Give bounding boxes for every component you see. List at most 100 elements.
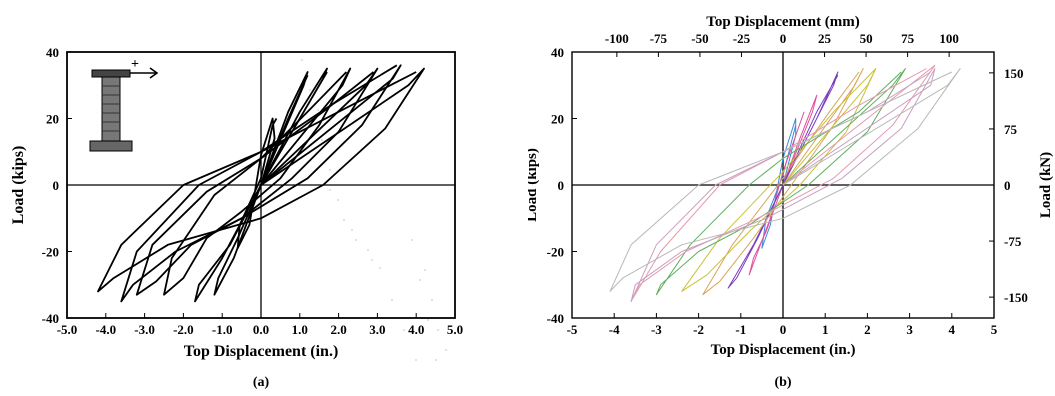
chart-b: -5 -4 -3 -2 -1 0 1 2 3 4 5 -40 -20 0 20 40 -100 -75 -50 -25… [528, 14, 1054, 390]
figure-caption: (b) [774, 375, 791, 390]
hysteresis-loop-2 [213, 71, 309, 296]
x2-tick-label: 100 [939, 31, 959, 46]
figure-caption: (a) [253, 375, 270, 390]
y-tick-label: 20 [551, 112, 564, 127]
x-tick-label: -3.0 [134, 322, 155, 337]
x2-tick-label: -75 [650, 31, 668, 46]
x2-tick-label: -100 [605, 31, 629, 46]
y2-tick-label: 75 [1004, 122, 1018, 137]
x-tick-label: 2 [864, 322, 871, 337]
x-tick-label: 0 [780, 322, 787, 337]
x-tick-label: -4 [609, 322, 620, 337]
speckle-dot [305, 73, 307, 75]
x-tick-label: -2 [693, 322, 704, 337]
y-tick-label: -20 [42, 245, 59, 260]
x-axis-label: Top Displacement (in.) [711, 342, 856, 358]
x2-tick-label: -50 [691, 31, 708, 46]
hysteresis-loop-5 [681, 68, 877, 292]
speckle-dot [427, 319, 429, 321]
x2-tick-label: 75 [901, 31, 915, 46]
column-specimen-icon: + [89, 57, 159, 152]
scan-speckle [301, 59, 447, 361]
speckle-dot [329, 189, 331, 191]
speckle-dot [301, 59, 303, 61]
specimen-top-block [91, 69, 131, 78]
speckle-dot [317, 109, 319, 111]
speckle-dot [309, 89, 311, 91]
x2-tick-label: 25 [818, 31, 832, 46]
y-tick-label: 40 [46, 45, 59, 60]
x-tick-label: 1 [822, 322, 829, 337]
x-axis-label: Top Displacement (in.) [184, 343, 339, 360]
x-tick-label: -5.0 [57, 322, 78, 337]
x-tick-label: 4.0 [408, 322, 424, 337]
x-tick-label: 0.0 [253, 322, 269, 337]
y2-axis-label: Load (kN) [1038, 152, 1054, 218]
x-tick-label: 3 [906, 322, 913, 337]
x-tick-label: -1.0 [212, 322, 233, 337]
y-tick-label: 0 [53, 178, 60, 193]
hysteresis-loop-3 [194, 67, 328, 303]
y-tick-label: 20 [46, 112, 59, 127]
x-tick-label: 3.0 [369, 322, 385, 337]
speckle-dot [391, 299, 393, 301]
speckle-dot [355, 239, 357, 241]
x-tick-label: 1.0 [292, 322, 308, 337]
speckle-dot [371, 259, 373, 261]
speckle-dot [351, 229, 353, 231]
y2-tick-label: 150 [1004, 66, 1024, 81]
x-tick-label: 4 [949, 322, 956, 337]
speckle-dot [431, 299, 433, 301]
y2-tick-label: 0 [1004, 178, 1011, 193]
y-axis-label: Load (kips) [528, 148, 540, 222]
speckle-dot [343, 219, 345, 221]
hysteresis-loop-3 [727, 71, 839, 289]
speckle-dot [321, 139, 323, 141]
speckle-dot [337, 199, 339, 201]
hysteresis-loop-5 [135, 67, 379, 296]
hysteresis-loop-8 [630, 68, 936, 302]
y2-tick-label: -75 [1004, 234, 1022, 249]
speckle-dot [445, 349, 447, 351]
x-tick-label: 5 [991, 322, 998, 337]
x-tick-label: -2.0 [173, 322, 194, 337]
hysteresis-loop-4 [163, 67, 352, 296]
hysteresis-loop-4 [702, 68, 864, 296]
y-tick-label: -20 [547, 245, 564, 260]
hysteresis-loop-1 [236, 117, 278, 250]
chart-a: -5.0 -4.0 -3.0 -2.0 -1.0 0.0 1.0 2.0 3.0 4.0 5.0 -4… [10, 45, 463, 390]
hysteresis-loop-6 [655, 68, 906, 296]
speckle-dot [411, 239, 413, 241]
x-tick-label: -3 [651, 322, 662, 337]
x2-axis-label: Top Displacement (mm) [706, 14, 860, 30]
hysteresis-loop-6 [120, 64, 402, 303]
speckle-dot [424, 269, 426, 271]
y-tick-label: 0 [558, 178, 565, 193]
x-tick-label: -5 [567, 322, 578, 337]
y-tick-label: 40 [551, 45, 564, 60]
speckle-dot [437, 329, 439, 331]
x2-tick-label: 50 [860, 31, 873, 46]
x-tick-label: -4.0 [96, 322, 117, 337]
specimen-footing [89, 140, 133, 152]
y-tick-label: -40 [547, 311, 564, 326]
x-tick-label: -1 [735, 322, 746, 337]
speckle-dot [367, 249, 369, 251]
speckle-dot [435, 359, 437, 361]
hysteresis-loop-1 [761, 118, 797, 249]
x-tick-label: 5.0 [447, 322, 463, 337]
x2-tick-label: 0 [780, 31, 787, 46]
speckle-dot [419, 279, 421, 281]
x-tick-label: 2.0 [330, 322, 346, 337]
hysteresis-loop-9 [609, 68, 961, 292]
y2-tick-label: -150 [1004, 290, 1028, 305]
speckle-dot [403, 329, 405, 331]
speckle-dot [329, 169, 331, 171]
y-tick-label: -40 [42, 311, 59, 326]
speckle-dot [379, 267, 381, 269]
speckle-dot [415, 359, 417, 361]
load-direction-plus: + [131, 57, 139, 72]
y-axis-label: Load (kips) [10, 146, 27, 225]
x2-tick-label: -25 [733, 31, 751, 46]
